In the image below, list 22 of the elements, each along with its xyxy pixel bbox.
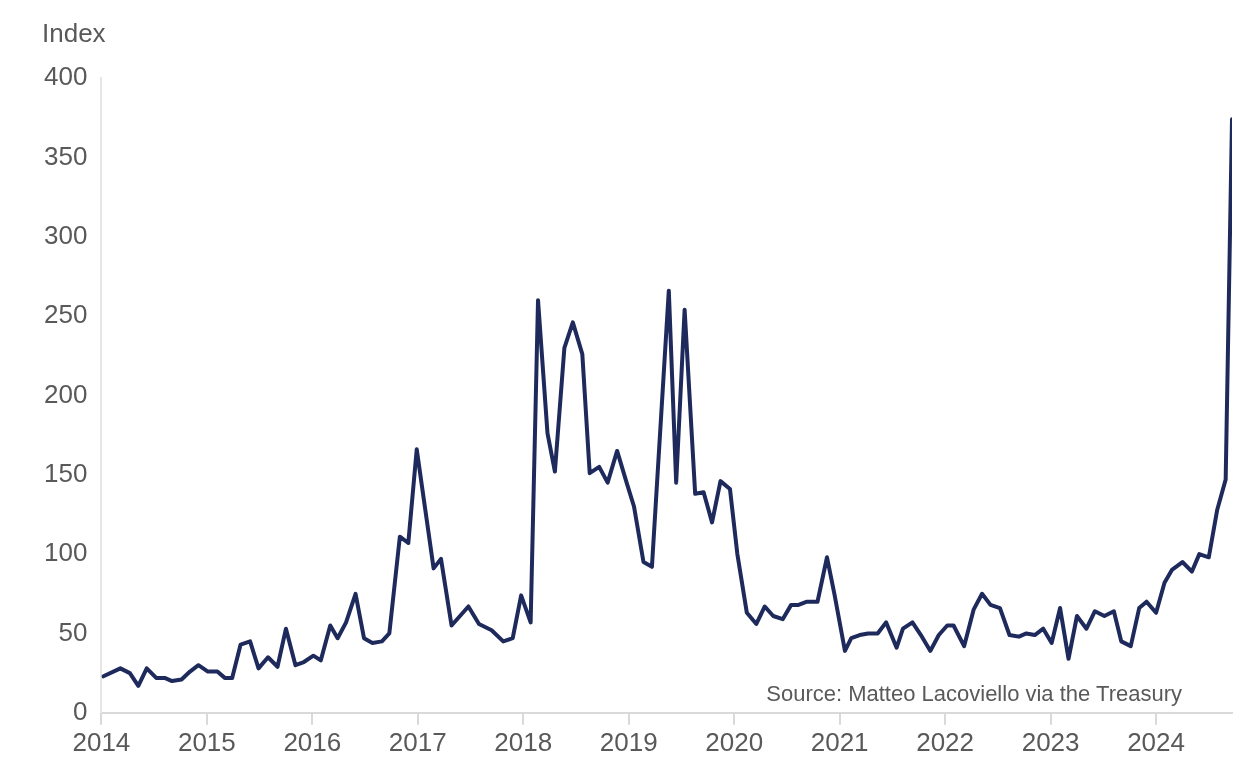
y-tick-label: 300 [43, 219, 88, 250]
x-tick-label: 2016 [283, 726, 342, 757]
x-tick-label: 2024 [1127, 726, 1185, 757]
y-tick-label: 350 [43, 140, 88, 171]
x-tick-label: 2017 [388, 726, 447, 757]
y-tick-label: 100 [43, 537, 88, 568]
annotation: Source: Matteo Lacoviello via the Treasury [766, 680, 1182, 706]
x-tick-label: 2015 [177, 726, 236, 757]
x-tick-label: 2019 [599, 726, 658, 757]
x-tick-label: 2018 [494, 726, 553, 757]
y-tick-label: 150 [43, 457, 88, 488]
y-tick-label: 200 [43, 378, 88, 409]
x-tick-label: 2022 [916, 726, 975, 757]
x-tick-label: 2020 [705, 726, 764, 757]
x-tick-label: 2021 [810, 726, 869, 757]
x-tick-label: 2023 [1021, 726, 1080, 757]
y-axis-title: Index [42, 18, 106, 48]
y-tick-label: 400 [43, 61, 88, 92]
y-tick-label: 50 [58, 616, 88, 647]
x-tick-label: 2014 [72, 726, 131, 757]
y-tick-label: 0 [72, 695, 88, 726]
y-tick-label: 250 [43, 299, 88, 330]
